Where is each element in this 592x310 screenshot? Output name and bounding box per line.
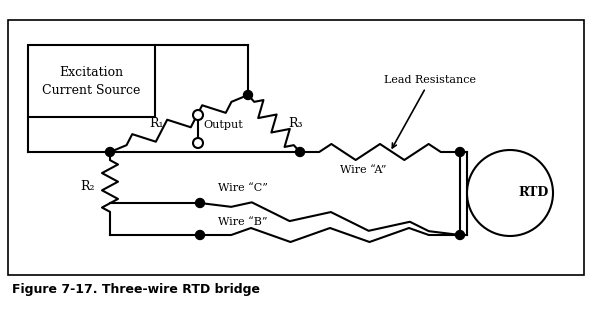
- Text: Current Source: Current Source: [42, 83, 141, 96]
- Text: R₂: R₂: [81, 179, 95, 193]
- Circle shape: [195, 231, 204, 240]
- Circle shape: [193, 138, 203, 148]
- Circle shape: [455, 148, 465, 157]
- Circle shape: [295, 148, 304, 157]
- Text: Wire “B”: Wire “B”: [218, 217, 268, 227]
- Text: R₁: R₁: [150, 117, 164, 130]
- Bar: [28, 45, 155, 117]
- Circle shape: [467, 150, 553, 236]
- Circle shape: [195, 198, 204, 207]
- Text: Lead Resistance: Lead Resistance: [384, 75, 476, 148]
- Text: R₃: R₃: [289, 117, 303, 130]
- Bar: [8, 20, 584, 275]
- Text: Wire “A”: Wire “A”: [340, 165, 387, 175]
- Text: Figure 7-17. Three-wire RTD bridge: Figure 7-17. Three-wire RTD bridge: [12, 284, 260, 296]
- Circle shape: [193, 110, 203, 120]
- Circle shape: [455, 231, 465, 240]
- Text: Wire “C”: Wire “C”: [218, 183, 268, 193]
- Circle shape: [105, 148, 114, 157]
- Text: Excitation: Excitation: [59, 65, 124, 78]
- Text: Output: Output: [203, 120, 243, 130]
- Text: RTD: RTD: [518, 187, 548, 200]
- Circle shape: [243, 91, 253, 100]
